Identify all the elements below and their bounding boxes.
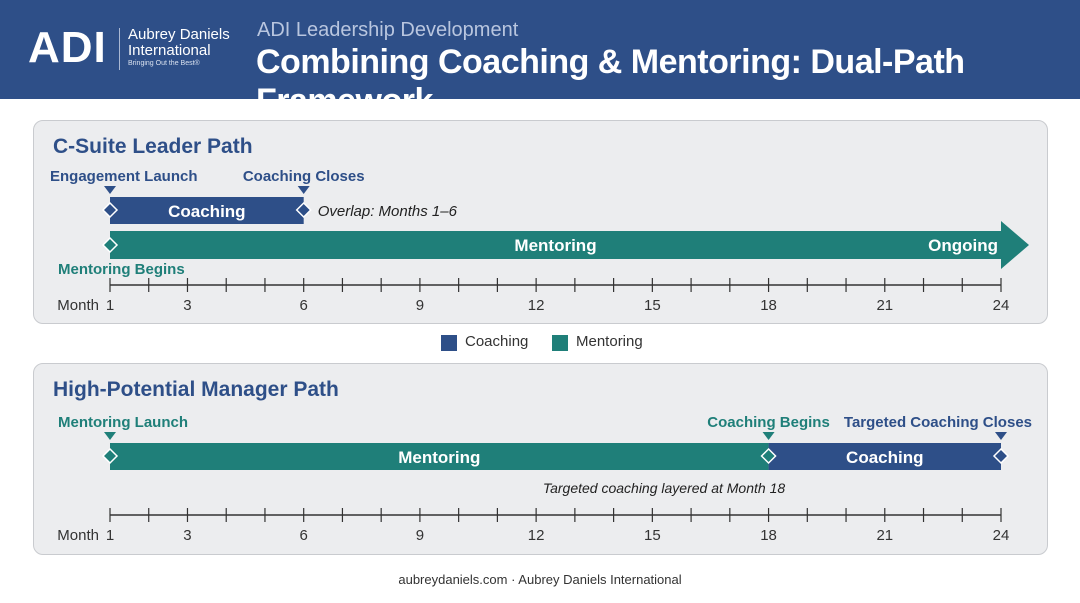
hipo-coaching-start-diamond xyxy=(760,447,777,465)
hipo-tick-label: 3 xyxy=(183,527,191,544)
c-suite-tick-label: 24 xyxy=(993,297,1010,314)
c-suite-mentoring-begins-label: Mentoring Begins xyxy=(58,261,185,278)
c-suite-tick-label: 12 xyxy=(528,297,545,314)
c-suite-tick-label: 18 xyxy=(760,297,777,314)
c-suite-coaching-bar-label: Coaching xyxy=(168,202,245,221)
hipo-coaching-bar-label: Coaching xyxy=(846,448,923,467)
c-suite-coaching-closes-marker xyxy=(297,186,310,194)
hipo-axis-label: Month xyxy=(57,527,99,544)
logo-name-line2: International xyxy=(128,42,211,59)
hipo-tick-label: 18 xyxy=(760,527,777,544)
adi-logo: ADI xyxy=(28,23,107,72)
c-suite-mentoring-start-diamond xyxy=(101,236,119,254)
hipo-coaching-end-diamond xyxy=(992,447,1010,465)
footer: aubreydaniels.com · Aubrey Daniels Inter… xyxy=(398,572,682,587)
c-suite-tick-label: 1 xyxy=(106,297,114,314)
hipo-mentoring-launch-marker xyxy=(104,432,116,440)
c-suite-tick-label: 9 xyxy=(416,297,424,314)
logo-divider xyxy=(119,28,120,70)
hipo-tick-label: 15 xyxy=(644,527,661,544)
hipo-coaching-begins-label: Coaching Begins xyxy=(707,414,830,431)
page-subtitle: ADI Leadership Development xyxy=(257,19,519,41)
legend-coaching-swatch xyxy=(441,335,457,351)
c-suite-tick-label: 15 xyxy=(644,297,661,314)
hipo-tick-label: 1 xyxy=(106,527,114,544)
c-suite-launch-label: Engagement Launch xyxy=(50,168,198,185)
logo-tagline: Bringing Out the Best® xyxy=(128,60,200,67)
high-potential-panel-title: High-Potential Manager Path xyxy=(53,378,339,401)
hipo-mentoring-bar-label: Mentoring xyxy=(398,448,480,467)
legend-mentoring-swatch xyxy=(552,335,568,351)
c-suite-panel-title: C-Suite Leader Path xyxy=(53,135,253,158)
hipo-coaching-closes-label: Targeted Coaching Closes xyxy=(844,414,1032,431)
hipo-mentoring-start-diamond xyxy=(101,447,119,465)
hipo-mentoring-bar xyxy=(110,443,769,470)
hipo-mentoring-launch-label: Mentoring Launch xyxy=(58,414,188,431)
logo-company-name: Aubrey Daniels International xyxy=(128,27,230,59)
c-suite-tick-label: 21 xyxy=(876,297,893,314)
legend-coaching-label: Coaching xyxy=(465,333,529,350)
c-suite-tick-label: 3 xyxy=(183,297,191,314)
hipo-tick-label: 12 xyxy=(528,527,545,544)
c-suite-overlap-note: Overlap: Months 1–6 xyxy=(318,203,458,220)
page-title: Combining Coaching & Mentoring: Dual-Pat… xyxy=(256,43,965,120)
hipo-coaching-bar xyxy=(768,443,1001,470)
hipo-layered-note: Targeted coaching layered at Month 18 xyxy=(543,480,786,496)
logo-name-line1: Aubrey Daniels xyxy=(128,26,230,43)
hipo-tick-label: 21 xyxy=(876,527,893,544)
c-suite-coaching-start-diamond xyxy=(101,201,119,219)
c-suite-coaching-bar xyxy=(110,197,304,224)
c-suite-mentoring-bar-label: Mentoring xyxy=(514,236,596,255)
hipo-tick-label: 9 xyxy=(416,527,424,544)
c-suite-launch-marker xyxy=(104,186,116,194)
header-banner: ADI Aubrey Daniels International Bringin… xyxy=(0,0,1080,120)
c-suite-mentoring-arrow-bar xyxy=(110,221,1029,269)
hipo-tick-label: 6 xyxy=(300,527,308,544)
c-suite-tick-label: 6 xyxy=(300,297,308,314)
c-suite-coaching-closes-label: Coaching Closes xyxy=(243,168,365,185)
legend-mentoring-label: Mentoring xyxy=(576,333,643,350)
hipo-coaching-begins-marker xyxy=(762,432,775,440)
c-suite-ongoing-label: Ongoing xyxy=(928,236,998,255)
c-suite-coaching-end-diamond xyxy=(295,201,312,219)
c-suite-axis-label: Month xyxy=(57,297,99,314)
hipo-tick-label: 24 xyxy=(993,527,1010,544)
hipo-coaching-closes-marker xyxy=(995,432,1007,440)
